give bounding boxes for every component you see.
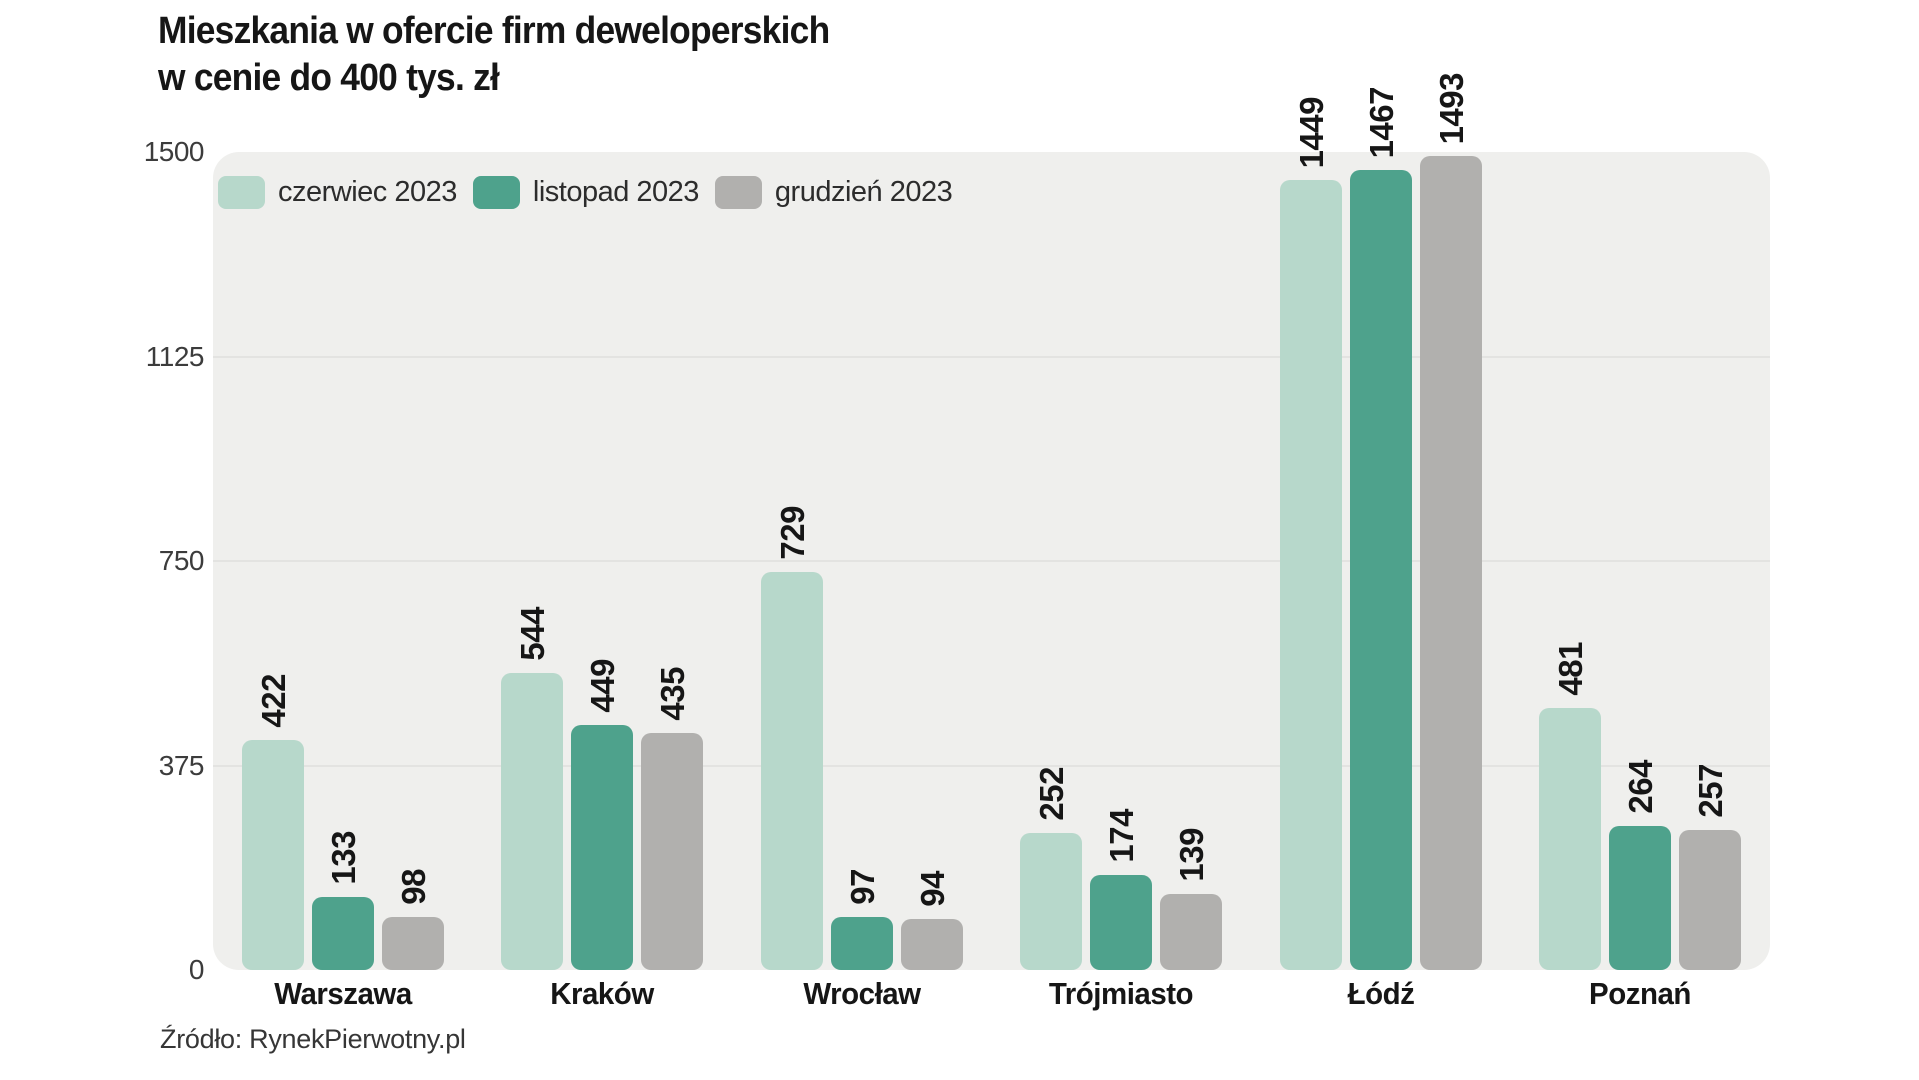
y-tick-label-750: 750 [158,545,205,576]
bar-value-pozna--czerwiec-2023: 481 [1552,642,1590,696]
bar-krak-w-czerwiec-2023 [501,673,564,970]
y-tick-label-375: 375 [158,749,205,781]
bar-value--d--czerwiec-2023: 1449 [1292,96,1330,168]
bar-pozna--listopad-2023 [1609,826,1672,970]
bar-value--d--listopad-2023: 1467 [1362,86,1400,158]
legend-swatch-grudzie-2023 [714,176,762,209]
x-axis-label-warszawa: Warszawa [273,976,412,1011]
bar-value-krak-w-czerwiec-2023: 544 [514,607,552,661]
bar-warszawa-czerwiec-2023 [241,740,304,970]
chart-title: Mieszkania w ofercie firm deweloperskich… [158,8,830,102]
bar-wroc-aw-listopad-2023 [830,917,893,970]
bar-tr-jmiasto-czerwiec-2023 [1020,833,1083,970]
bar-value-tr-jmiasto-czerwiec-2023: 252 [1033,767,1071,821]
bar-value-tr-jmiasto-grudzie-2023: 139 [1173,828,1211,882]
legend-swatch-listopad-2023 [472,176,520,209]
bar-value-pozna--listopad-2023: 264 [1622,760,1660,814]
bar-tr-jmiasto-grudzie-2023 [1160,894,1223,970]
legend-label-czerwiec-2023: czerwiec 2023 [278,176,457,208]
bar-value-pozna--grudzie-2023: 257 [1692,764,1730,818]
y-tick-label-1500: 1500 [143,136,205,167]
legend-label-grudzie-2023: grudzień 2023 [774,176,953,208]
bar-warszawa-grudzie-2023 [381,917,444,970]
y-tick-label-1125: 1125 [145,340,205,372]
bar-value-wroc-aw-czerwiec-2023: 729 [773,506,811,560]
bar-value-warszawa-listopad-2023: 133 [324,831,362,885]
x-axis-label-wroc-aw: Wrocław [803,976,921,1011]
y-tick-label-0: 0 [188,954,205,985]
legend-item-czerwiec-2023: czerwiec 2023 [218,176,457,209]
x-axis-label-krak-w: Kraków [550,976,655,1011]
bar-value-wroc-aw-listopad-2023: 97 [843,869,881,905]
x-axis-label-tr-jmiasto: Trójmiasto [1049,976,1194,1011]
bar-wroc-aw-grudzie-2023 [900,919,963,970]
bar-warszawa-listopad-2023 [311,897,374,970]
gridline-375 [213,764,1770,767]
bar-value-krak-w-listopad-2023: 449 [584,659,622,713]
bar-wroc-aw-czerwiec-2023 [760,572,823,970]
bar--d--czerwiec-2023 [1279,180,1342,970]
legend-swatch-czerwiec-2023 [218,176,265,209]
chart-title-line2: w cenie do 400 tys. zł [158,57,500,99]
bar-value--d--grudzie-2023: 1493 [1432,72,1470,144]
chart-title-line1: Mieszkania w ofercie firm deweloperskich [158,10,830,52]
bar-value-wroc-aw-grudzie-2023: 94 [913,871,951,907]
bar-pozna--grudzie-2023 [1679,830,1742,970]
bar-value-warszawa-czerwiec-2023: 422 [254,674,292,728]
bar--d--grudzie-2023 [1419,156,1482,970]
source-note: Źródło: RynekPierwotny.pl [160,1024,466,1054]
bar-value-warszawa-grudzie-2023: 98 [394,869,432,905]
bar-tr-jmiasto-listopad-2023 [1090,875,1153,970]
bar-value-tr-jmiasto-listopad-2023: 174 [1103,809,1141,863]
x-axis-label--d-: Łódź [1347,976,1415,1011]
bar-krak-w-grudzie-2023 [641,733,704,970]
gridline-1125 [213,355,1770,358]
bar-value-krak-w-grudzie-2023: 435 [654,667,692,721]
bar-pozna--czerwiec-2023 [1539,708,1602,970]
bar-krak-w-listopad-2023 [571,725,634,970]
legend-item-grudzie-2023: grudzień 2023 [714,176,953,209]
legend: czerwiec 2023 listopad 2023 grudzień 2023 [218,176,953,209]
gridline-750 [213,560,1770,562]
legend-label-listopad-2023: listopad 2023 [532,176,700,208]
legend-item-listopad-2023: listopad 2023 [472,176,700,209]
plot-area [213,152,1770,970]
x-axis-label-pozna-: Poznań [1589,976,1692,1011]
bar--d--listopad-2023 [1349,170,1412,970]
